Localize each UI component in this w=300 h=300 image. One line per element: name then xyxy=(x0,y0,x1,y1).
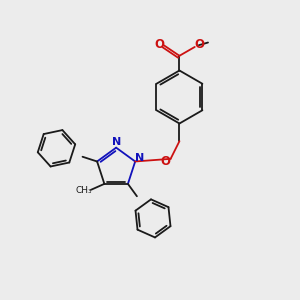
Text: N: N xyxy=(135,153,144,163)
Text: O: O xyxy=(154,38,164,51)
Text: N: N xyxy=(112,137,121,147)
Text: CH₃: CH₃ xyxy=(76,186,92,195)
Text: O: O xyxy=(195,38,205,51)
Text: O: O xyxy=(160,155,170,168)
